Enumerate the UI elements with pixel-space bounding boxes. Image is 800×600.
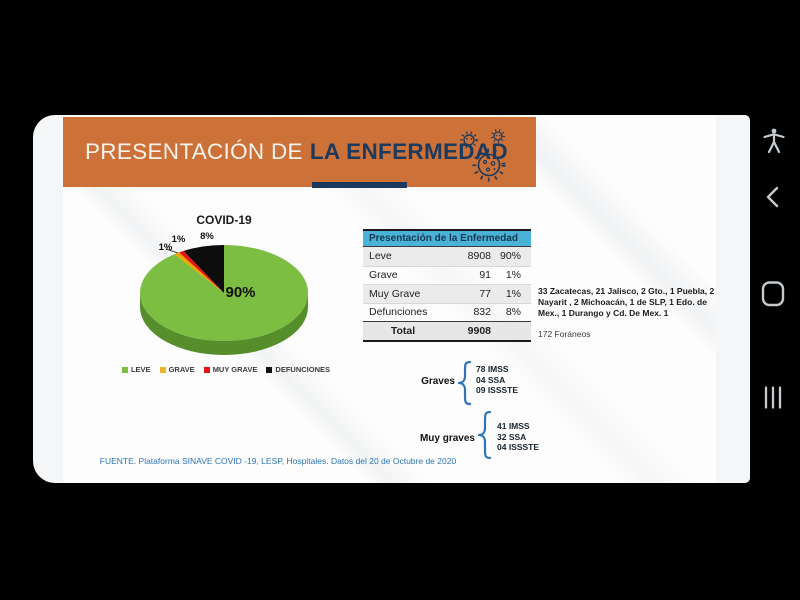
- row-label: Muy Grave: [369, 287, 421, 300]
- muy-graves-issste: 04 ISSSTE: [497, 442, 540, 453]
- row-pct: 1%: [505, 287, 521, 300]
- home-icon[interactable]: [760, 280, 786, 308]
- pie-label-leve: 90%: [225, 284, 256, 301]
- slide-title-regular: PRESENTACIÓN DE: [85, 139, 303, 164]
- total-label: Total: [390, 325, 416, 337]
- legend-item-defunciones: DEFUNCIONES: [266, 365, 330, 374]
- muy-graves-breakdown: 41 IMSS 32 SSA 04 ISSSTE: [497, 421, 539, 453]
- legend-swatch-grave: [159, 366, 166, 373]
- legend-item-grave: GRAVE: [159, 365, 195, 374]
- muy-graves-brace-icon: [477, 411, 492, 460]
- legend-swatch-muy-grave: [203, 366, 210, 373]
- row-value: 77: [479, 287, 491, 300]
- table-row: Muy Grave 77 1%: [363, 284, 531, 303]
- row-pct: 8%: [505, 306, 521, 319]
- pie-slice-grave: [174, 252, 224, 293]
- row-value: 8908: [467, 250, 491, 263]
- table-row: Leve 8908 90%: [363, 247, 531, 266]
- foraneos-note: 172 Foráneos: [538, 329, 591, 339]
- row-pct: 90%: [499, 250, 521, 263]
- pie-slice-leve: [140, 244, 309, 341]
- disease-table: Presentación de la Enfermedad Leve 8908 …: [363, 229, 531, 342]
- pie-legend: LEVE GRAVE MUY GRAVE DEFUNCIONES: [121, 365, 331, 374]
- slide-title-bold: LA ENFERMEDAD: [309, 139, 508, 164]
- presentation-slide: PRESENTACIÓN DE LA ENFERMEDAD: [63, 115, 716, 483]
- pie-label-muy-grave: 1%: [158, 242, 173, 253]
- legend-label-muy-grave: MUY GRAVE: [212, 365, 258, 374]
- graves-imss: 78 IMSS: [476, 364, 509, 374]
- pie-side: [140, 293, 308, 355]
- legend-item-muy-grave: MUY GRAVE: [203, 365, 258, 374]
- pie-label-grave: 1%: [171, 234, 186, 245]
- phone-screen: PRESENTACIÓN DE LA ENFERMEDAD: [33, 115, 750, 483]
- legend-label-grave: GRAVE: [168, 365, 195, 374]
- row-label: Defunciones: [369, 306, 428, 319]
- table-row: Grave 91 1%: [363, 265, 531, 285]
- legend-swatch-leve: [121, 366, 128, 373]
- row-label: Grave: [369, 269, 398, 282]
- table-header: Presentación de la Enfermedad: [363, 231, 531, 247]
- recents-icon[interactable]: [762, 385, 784, 410]
- muy-graves-ssa: 32 SSA: [497, 431, 527, 442]
- pie-slice-defunciones: [183, 244, 224, 293]
- muy-graves-imss: 41 IMSS: [497, 421, 530, 431]
- pie-chart: [140, 244, 309, 355]
- legend-label-leve: LEVE: [130, 365, 151, 374]
- total-value: 9908: [467, 325, 491, 337]
- table-total-row: Total 9908: [363, 321, 531, 340]
- graves-brace-icon: [457, 361, 472, 406]
- muy-graves-label: Muy graves: [419, 433, 475, 444]
- header-accent-bar: [312, 182, 407, 188]
- pie-slice-muy-grave: [179, 250, 224, 293]
- coronavirus-icon: [460, 128, 506, 182]
- row-label: Leve: [369, 250, 392, 263]
- row-pct: 1%: [505, 269, 521, 282]
- row-value: 832: [473, 306, 491, 319]
- legend-swatch-defunciones: [266, 366, 273, 373]
- graves-breakdown: 78 IMSS 04 SSA 09 ISSSTE: [476, 364, 518, 396]
- slide-header-bar: PRESENTACIÓN DE LA ENFERMEDAD: [63, 117, 536, 187]
- source-footer: FUENTE. Plataforma SINAVE COVID -19, LES…: [99, 456, 457, 466]
- slide-title: PRESENTACIÓN DE LA ENFERMEDAD: [85, 117, 508, 187]
- graves-issste: 09 ISSSTE: [476, 385, 519, 396]
- table-row: Defunciones 832 8%: [363, 302, 531, 322]
- pie-chart-title: COVID-19: [196, 213, 252, 227]
- pie-label-defunciones: 8%: [200, 231, 214, 242]
- states-note: 33 Zacatecas, 21 Jalisco, 2 Gto., 1 Pueb…: [538, 286, 715, 318]
- back-icon[interactable]: [764, 186, 782, 208]
- legend-item-leve: LEVE: [121, 365, 151, 374]
- pie-leader-line: [165, 248, 179, 254]
- row-value: 91: [479, 269, 491, 282]
- legend-label-defunciones: DEFUNCIONES: [275, 365, 331, 374]
- graves-ssa: 04 SSA: [476, 374, 506, 385]
- graves-label: Graves: [421, 376, 455, 387]
- accessibility-icon[interactable]: [761, 127, 787, 157]
